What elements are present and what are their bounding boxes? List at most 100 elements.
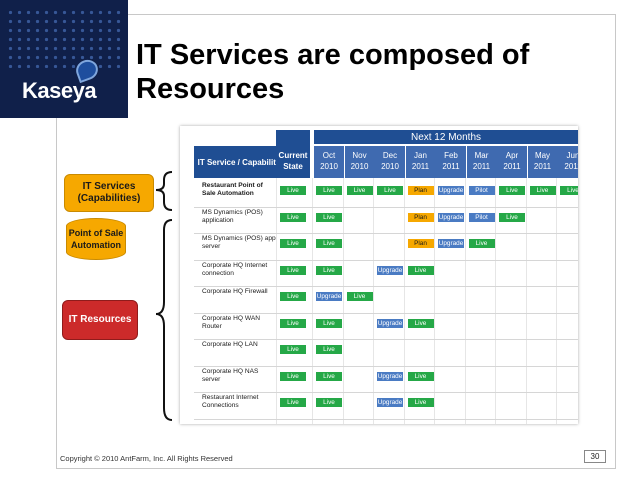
grid-line — [464, 178, 466, 424]
slide-title: IT Services are composed of Resources — [136, 39, 530, 105]
status-cell: Plan — [407, 239, 434, 248]
grid-line — [312, 178, 313, 424]
status-cell: Live — [407, 398, 434, 407]
status-cell: Upgrade — [316, 292, 342, 301]
status-cell: Live — [316, 186, 342, 195]
status-cell: Live — [316, 398, 342, 407]
status-cell: Upgrade — [377, 265, 403, 275]
table-row: Restaurant Point of Sale Automation Live L… — [180, 182, 578, 208]
row-separator — [194, 206, 578, 208]
row-separator — [194, 418, 578, 420]
month-header: Jun2011 — [558, 146, 578, 178]
row-label: Restaurant Point of Sale Automation — [202, 182, 263, 197]
status-cell: Live — [316, 239, 342, 248]
status-cell: Plan — [407, 212, 434, 222]
it-services-label: IT Services (Capabilities) — [64, 174, 154, 212]
row-label: Corporate HQ Internet connection — [202, 261, 268, 277]
month-header: Jan 2011 — [405, 146, 436, 178]
current-state-cell: Live — [280, 265, 306, 275]
pos-cylinder-label: Point of Sale Automation — [66, 218, 126, 260]
status-cell: Live — [316, 265, 342, 275]
table-row: Corporate HQ WAN Router Live Live Upgrade Li… — [180, 314, 578, 340]
status-cell: Live — [468, 239, 495, 248]
status-cell: Live — [407, 371, 434, 381]
table-row: Corporate HQ NAS server Live Live Upgrade Li… — [180, 367, 578, 393]
grid-line — [434, 178, 435, 424]
row-separator — [194, 312, 578, 314]
month-header: Oct 2010 — [314, 146, 344, 178]
status-cell: Upgrade — [377, 398, 403, 407]
table-row: MS Dynamics (POS) app server Live Live Plan… — [180, 235, 578, 261]
row-label: MS Dynamics (POS) app server — [202, 235, 276, 250]
status-cell: Live — [499, 212, 525, 222]
header-current-state: Current State — [276, 130, 310, 178]
status-cell: Upgrade — [438, 186, 464, 195]
grid-line — [525, 178, 527, 424]
row-label: Corporate HQ LAN — [202, 341, 258, 348]
current-state-cell: Live — [280, 318, 306, 328]
kaseya-logo: Kaseya — [0, 0, 128, 118]
grid-line — [403, 178, 405, 424]
status-cell: Upgrade — [438, 239, 464, 248]
grid-line — [342, 178, 344, 424]
month-header: Mar 2011 — [466, 146, 497, 178]
table-row: Restaurant Internet Connections Live Live U… — [180, 394, 578, 420]
current-state-cell: Live — [280, 186, 306, 195]
status-cell: Live — [529, 186, 556, 195]
row-separator — [194, 233, 578, 234]
current-state-cell: Live — [280, 371, 306, 381]
month-header: Dec 2010 — [375, 146, 405, 178]
copyright-text: Copyright © 2010 AntFarm, Inc. All Right… — [60, 454, 233, 463]
resources-brace — [155, 219, 173, 421]
status-cell: Upgrade — [377, 318, 403, 328]
current-state-cell: Live — [280, 345, 306, 354]
table-row: Corporate HQ LAN Live Live — [180, 341, 578, 367]
logo-dot-pattern — [6, 8, 122, 68]
status-cell: Live — [407, 318, 434, 328]
page-number: 30 — [584, 450, 606, 463]
status-cell: Upgrade — [438, 212, 464, 222]
table-header: IT Service / Capability Current State Ne… — [180, 126, 578, 178]
row-label: Restaurant Internet Connections — [202, 394, 259, 409]
month-header: Nov 2010 — [344, 146, 375, 178]
current-state-cell: Live — [280, 398, 306, 407]
row-label: Corporate HQ WAN Router — [202, 314, 261, 330]
row-label: Corporate HQ Firewall — [202, 288, 268, 295]
it-resources-label: IT Resources — [62, 300, 138, 340]
status-cell: Live — [346, 186, 373, 195]
grid-line — [495, 178, 496, 424]
status-cell: Live — [346, 292, 373, 301]
current-state-cell: Live — [280, 239, 306, 248]
row-separator — [194, 259, 578, 261]
row-separator — [194, 286, 578, 287]
current-state-cell: Live — [280, 212, 306, 222]
grid-line — [556, 178, 557, 424]
month-header: Apr 2011 — [497, 146, 527, 178]
status-cell: Pilot — [468, 186, 495, 195]
grid-line — [373, 178, 374, 424]
grid-line — [276, 178, 277, 424]
month-header: Feb 2011 — [436, 146, 466, 178]
status-cell: Live — [499, 186, 525, 195]
status-cell: Live — [560, 186, 578, 195]
row-label: MS Dynamics (POS) application — [202, 208, 263, 224]
services-brace — [155, 171, 173, 211]
header-service: IT Service / Capability — [194, 146, 284, 178]
status-cell: Live — [377, 186, 403, 195]
table-row: Corporate HQ Firewall Live Upgrade Live — [180, 288, 578, 314]
status-cell: Pilot — [468, 212, 495, 222]
row-label: Corporate HQ NAS server — [202, 367, 259, 383]
status-cell: Live — [316, 371, 342, 381]
row-separator — [194, 392, 578, 393]
table-row: MS Dynamics (POS) application Live Live Pla… — [180, 208, 578, 234]
status-cell: Live — [316, 345, 342, 354]
status-cell: Live — [316, 212, 342, 222]
status-cell: Upgrade — [377, 371, 403, 381]
current-state-cell: Live — [280, 292, 306, 301]
header-next-12-months: Next 12 Months — [314, 130, 578, 144]
status-cell: Live — [316, 318, 342, 328]
row-separator — [194, 365, 578, 367]
status-cell: Live — [407, 265, 434, 275]
roadmap-table: IT Service / Capability Current State Ne… — [180, 126, 578, 424]
table-row: Corporate HQ Internet connection Live Live… — [180, 261, 578, 287]
